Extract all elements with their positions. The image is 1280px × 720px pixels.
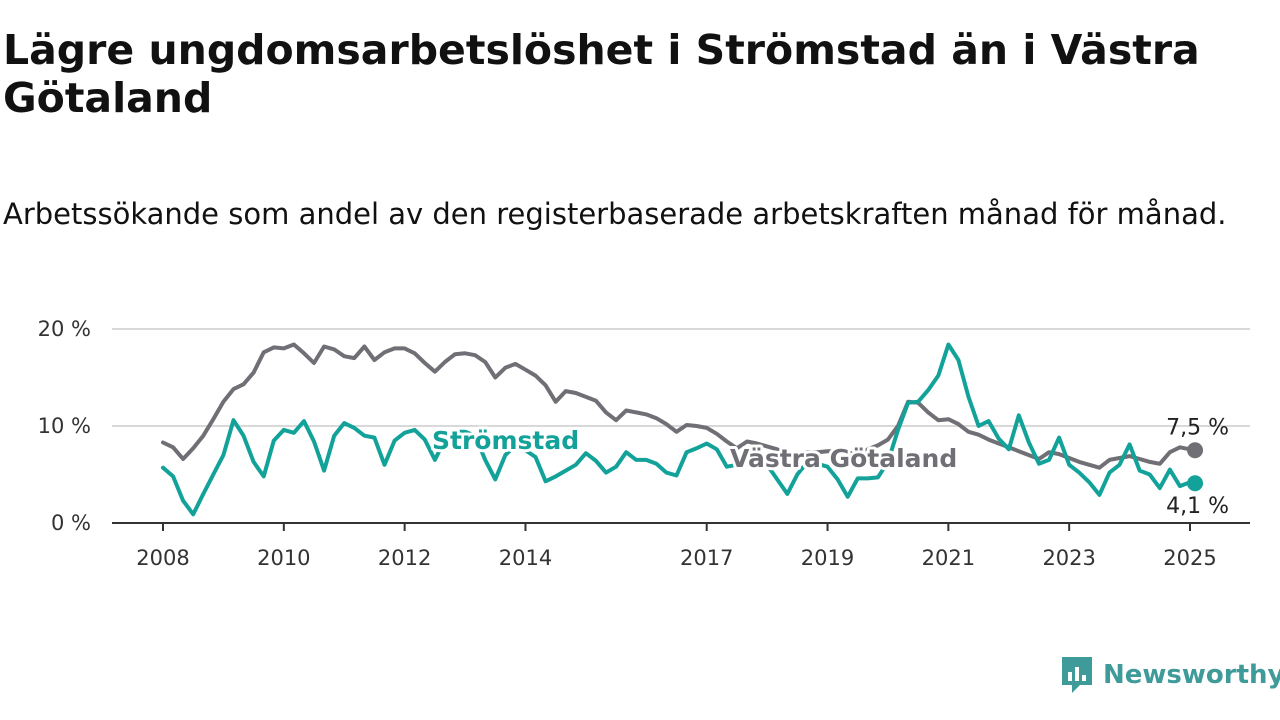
y-gridlines xyxy=(112,328,1250,427)
y-tick-label: 20 % xyxy=(38,317,91,341)
newsworthy-brand: Newsworthy xyxy=(1059,655,1280,695)
series-line-stromstad xyxy=(161,342,1197,517)
y-axis-ticks: 0 % 10 % 20 % xyxy=(38,317,91,535)
end-value-label: 7,5 % xyxy=(1166,415,1229,440)
x-tick-label: 2023 xyxy=(1042,546,1095,570)
chart-title: Lägre ungdomsarbetslöshet i Strömstad än… xyxy=(3,26,1200,122)
x-tick-label: 2010 xyxy=(257,546,310,570)
newsworthy-logo-icon xyxy=(1062,657,1092,693)
end-value-label: 4,1 % xyxy=(1166,494,1229,519)
series-lines xyxy=(161,342,1204,517)
x-tick-label: 2008 xyxy=(136,546,189,570)
y-tick-label: 10 % xyxy=(38,414,91,438)
series-labels: Strömstad Västra Götaland 7,5 % 4,1 % xyxy=(429,415,1229,519)
x-tick-label: 2021 xyxy=(922,546,975,570)
x-tick-label: 2019 xyxy=(801,546,854,570)
series-endpoint-vastra-gotaland xyxy=(1187,442,1204,459)
series-name-label: Strömstad xyxy=(432,426,579,455)
chart-subtitle: Arbetssökande som andel av den registerb… xyxy=(3,197,1227,231)
series-name-label: Västra Götaland xyxy=(730,444,957,473)
brand-name: Newsworthy xyxy=(1103,660,1280,690)
series-endpoint-stromstad xyxy=(1187,475,1204,492)
x-tick-label: 2017 xyxy=(680,546,733,570)
x-axis-ticks: 2008 2010 2012 2014 2017 2019 2021 2023 2025 xyxy=(136,523,1217,570)
x-tick-label: 2025 xyxy=(1163,546,1216,570)
y-tick-label: 0 % xyxy=(51,511,91,535)
x-tick-label: 2012 xyxy=(378,546,431,570)
x-tick-label: 2014 xyxy=(499,546,552,570)
series-line-vastra-gotaland xyxy=(161,342,1197,470)
